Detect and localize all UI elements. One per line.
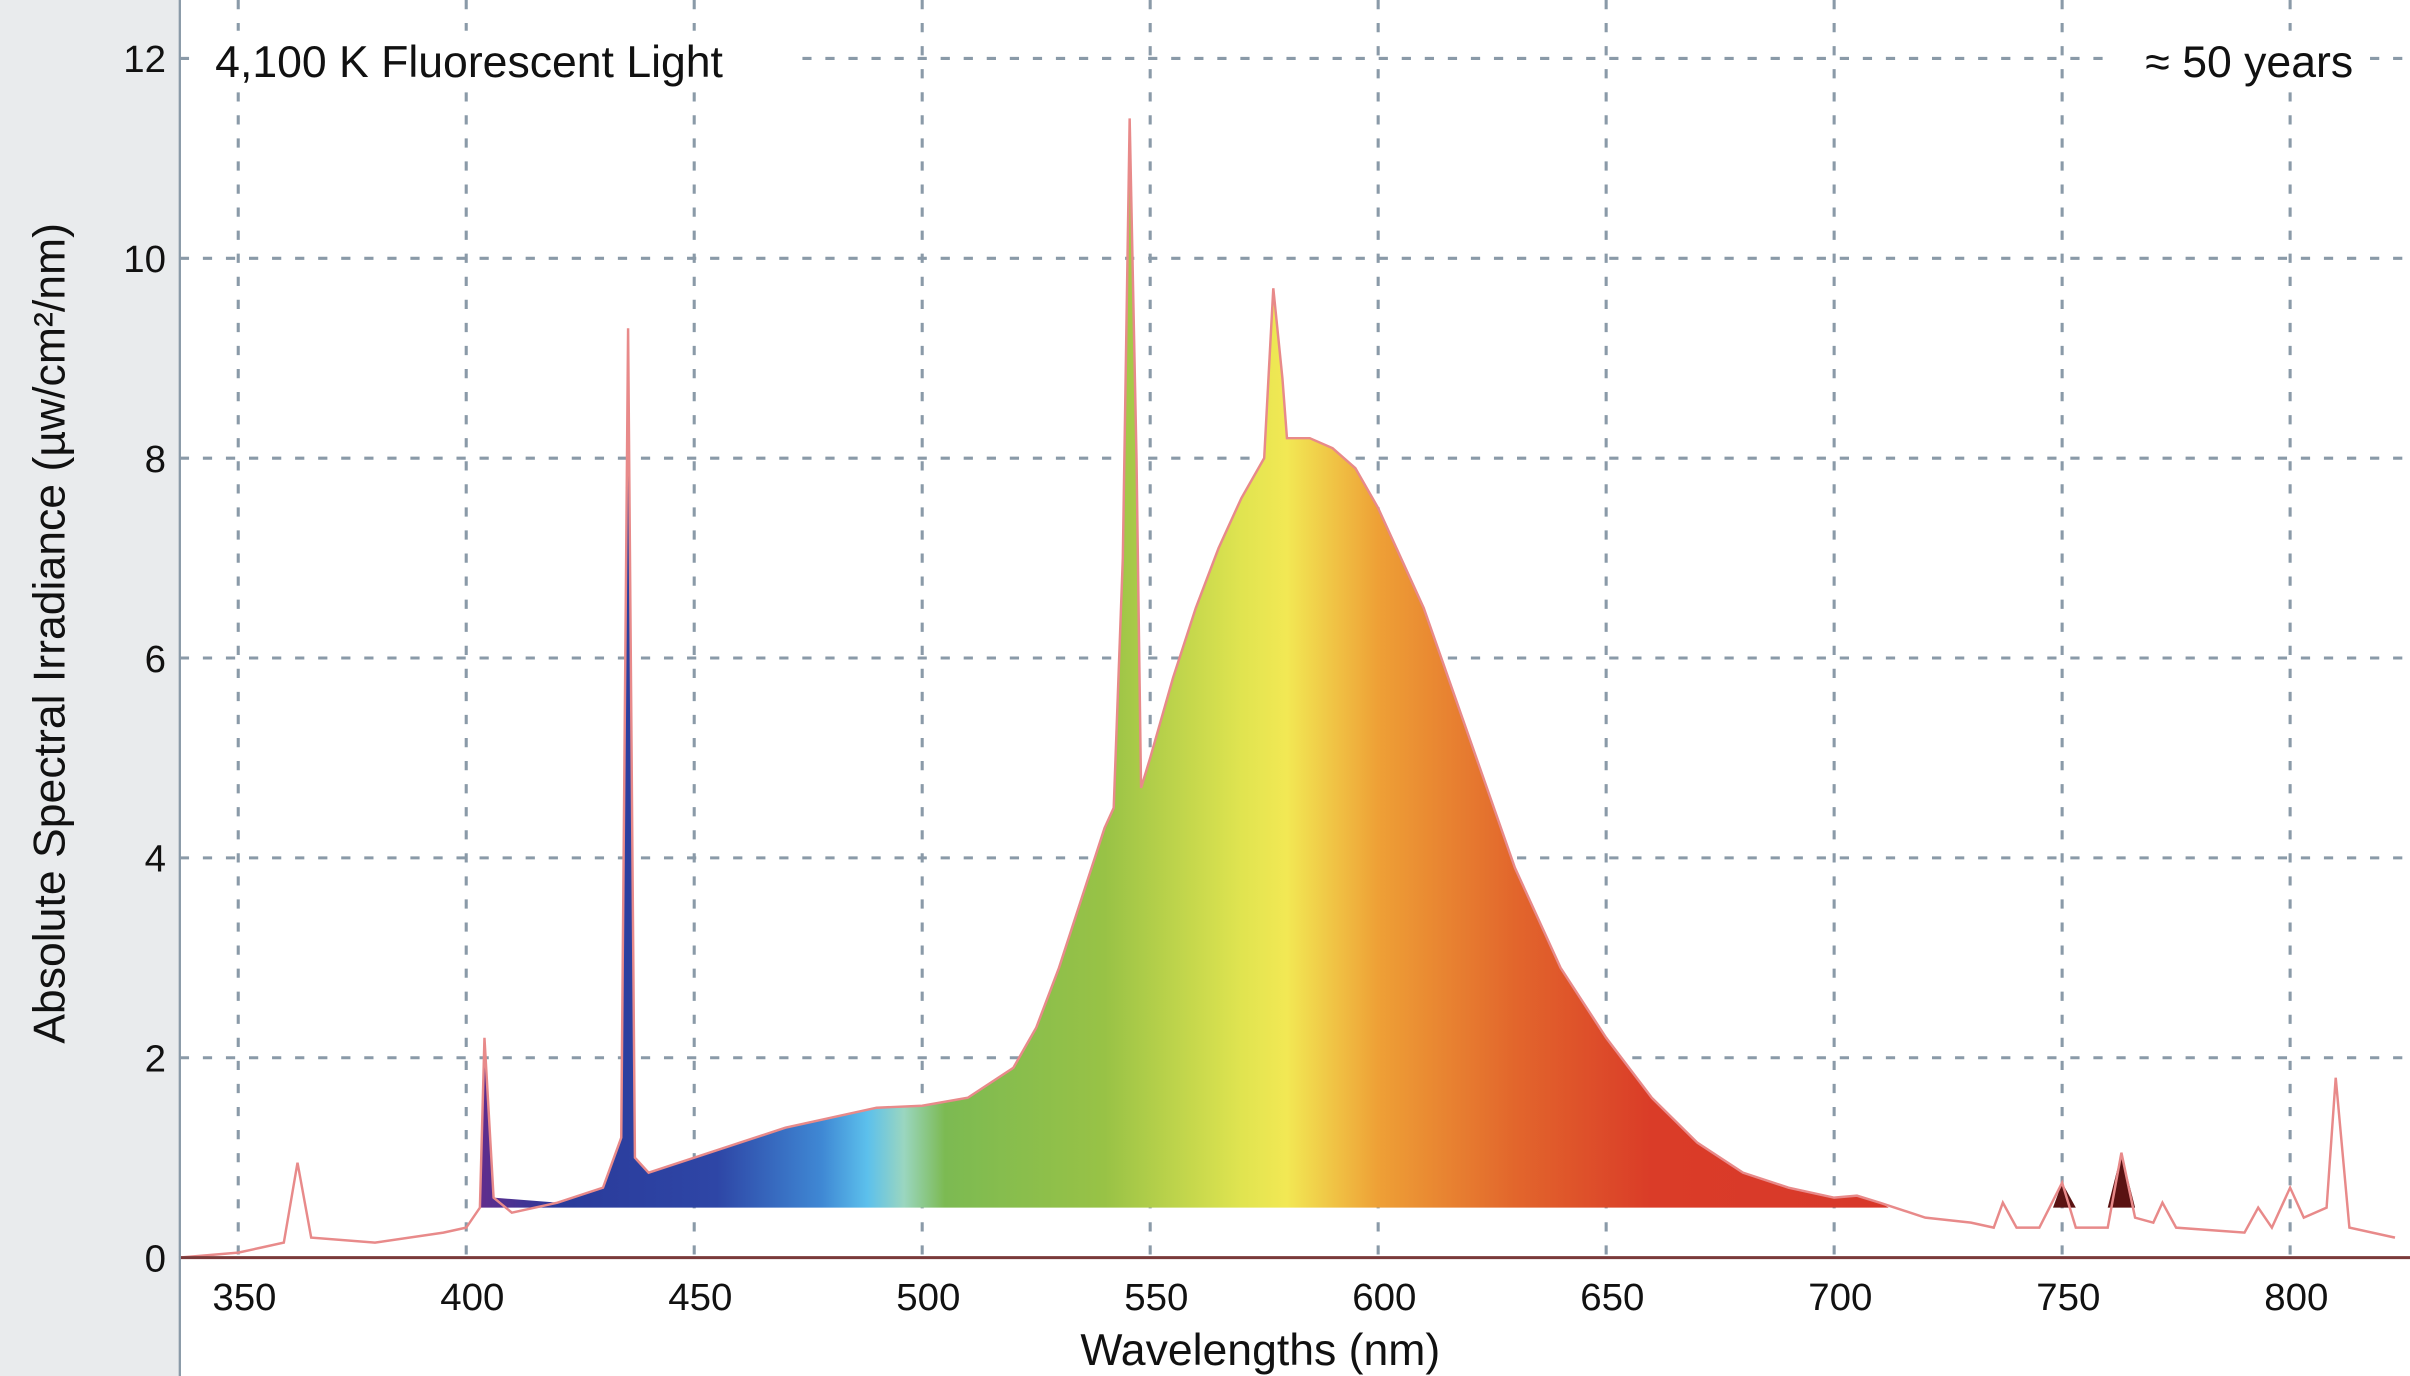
x-tick-label: 650 [1580, 1276, 1644, 1319]
y-axis-label: Absolute Spectral Irradiance (µw/cm²/nm) [26, 223, 75, 1044]
x-tick-label: 700 [1808, 1276, 1872, 1319]
y-tick-label: 10 [123, 238, 166, 281]
chart-title: 4,100 K Fluorescent Light [215, 38, 723, 87]
x-tick-label: 400 [440, 1276, 504, 1319]
x-tick-label: 550 [1124, 1276, 1188, 1319]
x-tick-label: 450 [668, 1276, 732, 1319]
x-tick-label: 750 [2036, 1276, 2100, 1319]
y-tick-label: 0 [145, 1237, 166, 1280]
x-tick-label: 500 [896, 1276, 960, 1319]
spectrum-line [178, 118, 2396, 1259]
y-tick-label: 8 [145, 438, 166, 481]
x-tick-label: 600 [1352, 1276, 1416, 1319]
annotation: ≈ 50 years [2145, 38, 2353, 87]
y-tick-label: 6 [145, 638, 166, 681]
y-tick-label: 2 [145, 1038, 166, 1081]
left-panel [0, 0, 180, 1376]
x-tick-label: 350 [212, 1276, 276, 1319]
y-tick-label: 4 [145, 838, 166, 881]
x-axis-label: Wavelengths (nm) [1080, 1326, 1440, 1375]
visible-spectrum-area [479, 118, 1889, 1208]
ir-peak-750 [2053, 1182, 2076, 1208]
x-tick-label: 800 [2264, 1276, 2328, 1319]
y-tick-label: 12 [123, 38, 166, 81]
